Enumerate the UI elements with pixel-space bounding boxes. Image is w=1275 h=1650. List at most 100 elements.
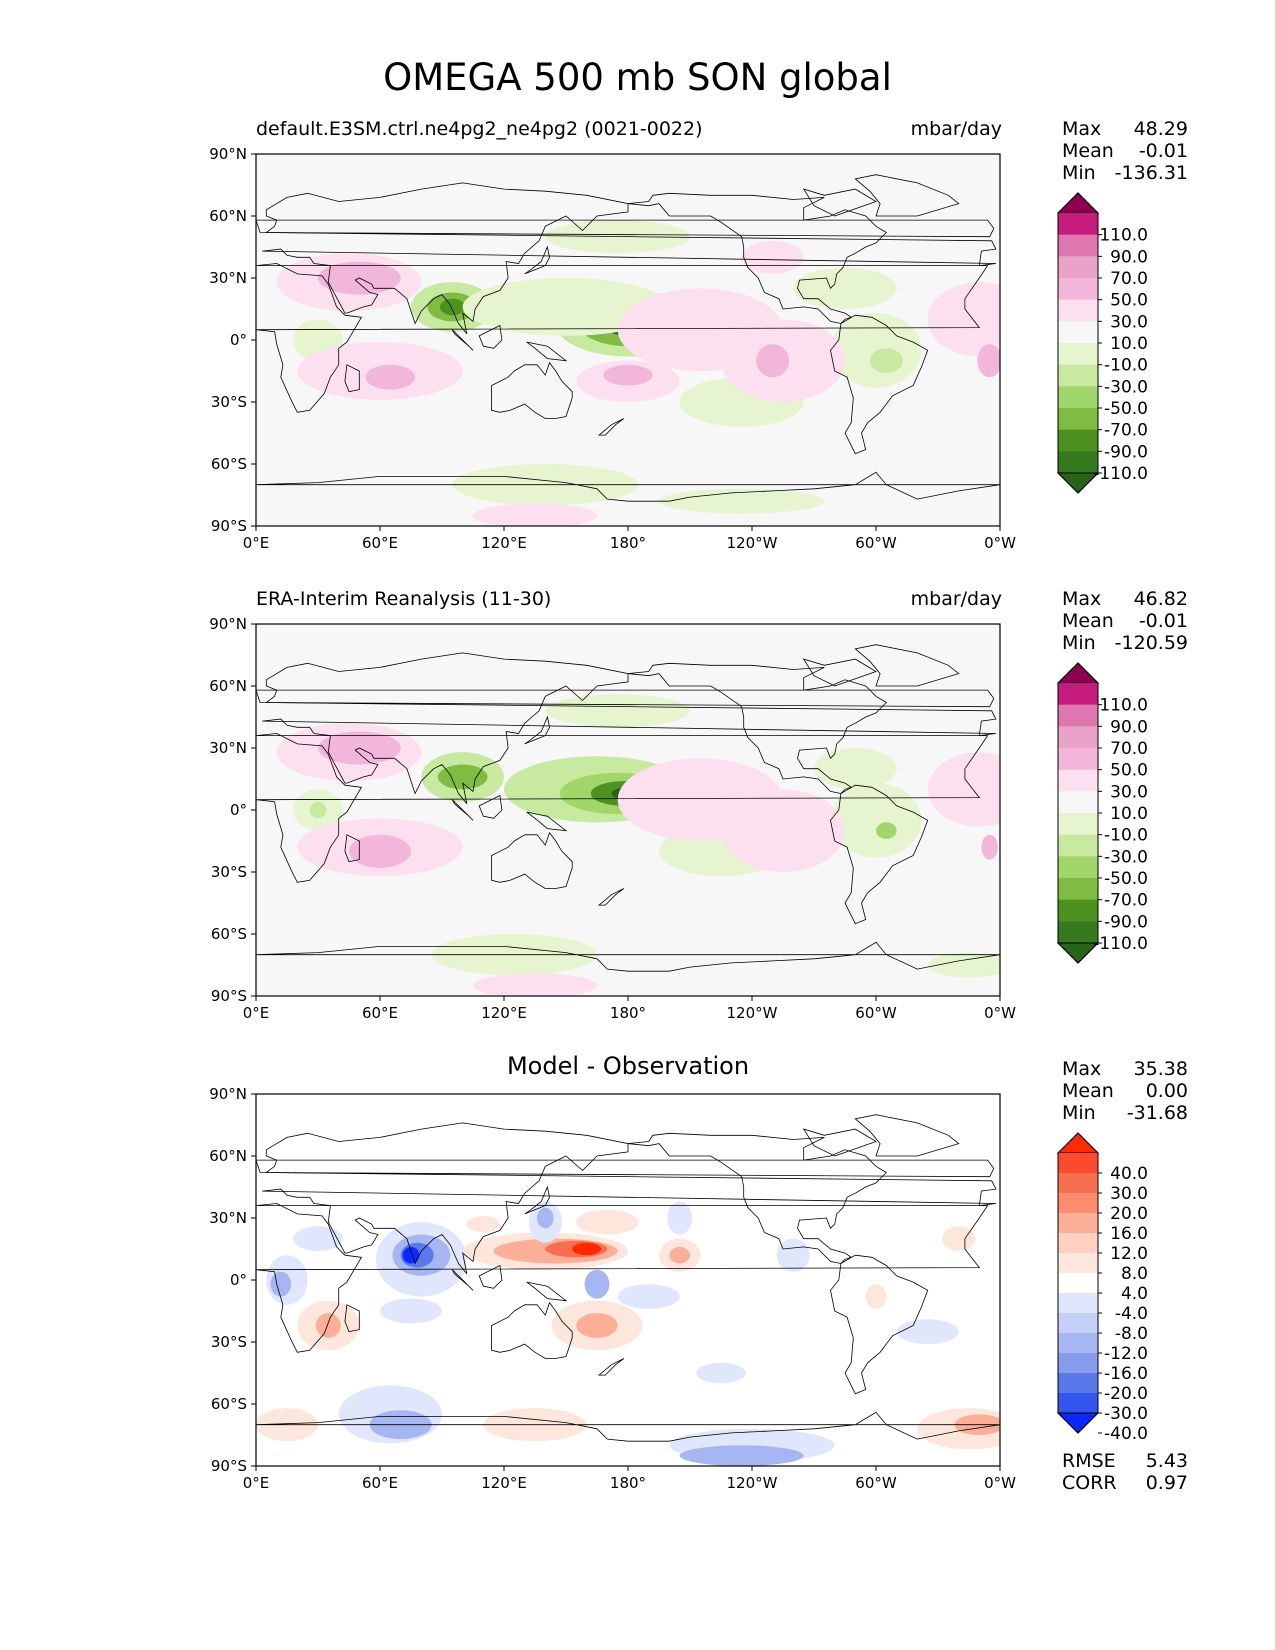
colorbar-bin: [1058, 364, 1098, 387]
y-tick-label: 60°S: [211, 925, 247, 943]
coastline: [451, 329, 474, 351]
colorbar-bin: [1058, 791, 1098, 814]
x-tick-label: 60°E: [362, 534, 398, 552]
colorbar-label: -12.0: [1104, 1344, 1148, 1364]
panel-diff: Model - Observation 0°E 60°E 120°E 180° 120°…: [0, 1052, 1275, 1528]
coastline: [478, 324, 503, 349]
stat-min-value: -31.68: [1126, 1102, 1188, 1124]
y-tick-label: 90°N: [209, 145, 247, 163]
y-tick-label: 90°S: [211, 1457, 247, 1475]
contour-blob: [380, 1298, 442, 1324]
colorbar-label: -30.0: [1104, 377, 1148, 397]
colorbar-bin: [1058, 1233, 1098, 1254]
panel-obs: ERA-Interim Reanalysis (11-30) mbar/day …: [0, 588, 1275, 1058]
colorbar-bin: [1058, 1333, 1098, 1354]
contour-blob: [270, 1271, 292, 1297]
x-tick-label: 120°W: [727, 1474, 778, 1492]
y-tick-label: 60°N: [209, 677, 247, 695]
coastline: [262, 652, 997, 805]
colorbar-label: -10.0: [1104, 356, 1148, 376]
stat-mean-value: -0.01: [1138, 140, 1188, 162]
colorbar-label: -4.0: [1115, 1304, 1148, 1324]
contour-blob: [981, 834, 998, 860]
map-diff: 0°E 60°E 120°E 180° 120°W 60°W 0°W 90°N 60°N 30°N…: [209, 1085, 1016, 1492]
units-label: mbar/day: [910, 118, 1002, 140]
contour-blob: [617, 1284, 680, 1309]
contour-blob: [669, 1246, 691, 1264]
contour-blob: [439, 298, 465, 316]
colorbar-label: 70.0: [1110, 269, 1148, 289]
map-model: 0°E 60°E 120°E 180° 120°W 60°W 0°W 90°N 60°N 30°N…: [209, 145, 1016, 552]
x-tick-label: 0°E: [243, 1474, 270, 1492]
field-layer: [256, 1201, 1000, 1466]
coastline: [262, 182, 997, 335]
colorbar-label: 10.0: [1110, 804, 1148, 824]
y-tick-label: 30°N: [209, 1209, 247, 1227]
x-tick-label: 60°W: [855, 534, 897, 552]
coastline: [526, 341, 568, 362]
colorbar-label: 30.0: [1110, 1184, 1148, 1204]
coastline: [854, 174, 960, 217]
x-tick-label: 60°E: [362, 1004, 398, 1022]
y-tick-label: 90°S: [211, 517, 247, 535]
colorbar-extend-min: [1056, 1412, 1100, 1434]
coastline: [830, 784, 929, 925]
corr-value: 0.97: [1145, 1472, 1188, 1494]
colorbar-bin: [1058, 748, 1098, 771]
colorbar-bin: [1058, 899, 1098, 922]
colorbar-label: 90.0: [1110, 717, 1148, 737]
contour-blob: [293, 1226, 343, 1252]
panel-title-obs: ERA-Interim Reanalysis (11-30): [256, 588, 552, 610]
coastline: [451, 799, 474, 821]
contour-blob: [437, 764, 488, 790]
contour-blob: [942, 1226, 976, 1252]
colorbar-bin: [1058, 834, 1098, 857]
y-tick-label: 30°S: [211, 1333, 247, 1351]
x-tick-label: 180°: [610, 1474, 646, 1492]
colorbar-bin: [1058, 278, 1098, 301]
colorbar-bin: [1058, 213, 1098, 236]
coastline: [256, 941, 1000, 972]
stat-mean-label: Mean: [1062, 610, 1114, 632]
stat-max-label: Max: [1062, 118, 1102, 140]
colorbar-bin: [1058, 408, 1098, 431]
y-tick-label: 0°: [230, 331, 247, 349]
coastline: [256, 733, 989, 883]
colorbar-bin: [1058, 386, 1098, 409]
coastline: [491, 1301, 573, 1359]
colorbar-label: -50.0: [1104, 399, 1148, 419]
contour-blob: [830, 313, 922, 388]
y-tick-label: 30°N: [209, 739, 247, 757]
coastline: [526, 811, 568, 832]
coastline: [256, 219, 995, 238]
stats-rmse-corr: RMSE 5.43 CORR 0.97: [1062, 1450, 1188, 1494]
contour-blob: [741, 240, 804, 274]
coastline: [491, 361, 573, 419]
figure-title: OMEGA 500 mb SON global: [383, 56, 892, 99]
map-obs: 0°E 60°E 120°E 180° 120°W 60°W 0°W 90°N 60°N 30°N…: [209, 615, 1016, 1022]
colorbar-label: -30.0: [1104, 1404, 1148, 1424]
colorbar-label: 40.0: [1110, 1164, 1148, 1184]
contour-blob: [830, 783, 922, 858]
colorbar-label: 4.0: [1121, 1284, 1148, 1304]
colorbar-bin: [1058, 343, 1098, 366]
coastline: [627, 192, 887, 324]
colorbar-bin: [1058, 299, 1098, 322]
colorbar-bin: [1058, 856, 1098, 879]
colorbar-bin: [1058, 683, 1098, 706]
contour-blob: [977, 344, 1000, 378]
coastline: [256, 689, 995, 708]
field-layer: [276, 220, 1000, 526]
colorbar-bin: [1058, 704, 1098, 727]
colorbar-bin: [1058, 1173, 1098, 1194]
contour-blob: [473, 503, 597, 526]
colorbar-label: -8.0: [1115, 1324, 1148, 1344]
colorbar-extend-max: [1056, 1132, 1100, 1154]
colorbar-extend-max: [1056, 662, 1100, 684]
contour-blob: [576, 1209, 639, 1235]
colorbar-bin: [1058, 921, 1098, 944]
y-tick-label: 90°S: [211, 987, 247, 1005]
y-tick-label: 30°S: [211, 863, 247, 881]
stat-mean-label: Mean: [1062, 140, 1114, 162]
x-tick-label: 0°W: [984, 534, 1016, 552]
